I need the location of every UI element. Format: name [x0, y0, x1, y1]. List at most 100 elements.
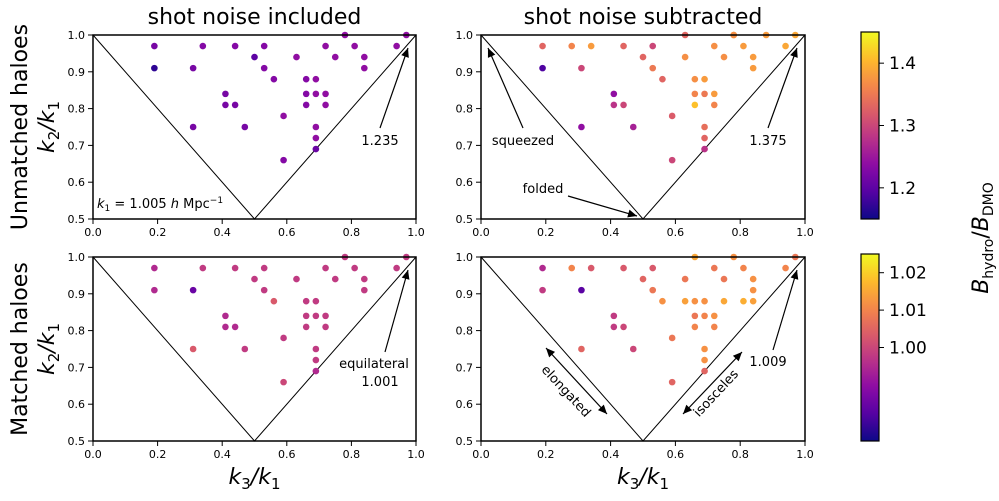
panel-1: 0.0 0.2 0.4 0.6 0.8 1.0 0.5 0.6 0.7 0.8 0.9 1.0 shot…	[8, 5, 425, 239]
y-tick-label: 0.8	[68, 325, 86, 338]
x-tick-label: 1.0	[796, 448, 814, 461]
data-point	[260, 64, 268, 72]
annotation-k1: k1 = 1.005 h Mpc−1	[97, 196, 223, 214]
panel-title: shot noise included	[148, 5, 362, 30]
arrow-head	[790, 48, 798, 58]
data-point	[749, 297, 757, 305]
data-point	[578, 64, 585, 72]
data-point	[701, 345, 708, 353]
annotation-isosceles: isosceles	[691, 367, 742, 420]
data-point	[280, 156, 287, 164]
x-tick-label: 0.8	[731, 448, 749, 461]
x-axis-label: k3/k1	[617, 465, 669, 493]
colorbar-gradient	[860, 31, 880, 220]
data-point	[331, 275, 339, 283]
arrow-line	[545, 347, 608, 415]
x-tick-label: 0.6	[278, 226, 296, 239]
data-point	[620, 42, 627, 50]
y-axis-label: k2/k1	[35, 323, 63, 375]
data-point	[649, 64, 657, 72]
data-point	[587, 42, 595, 50]
data-point	[668, 156, 676, 164]
y-tick-label: 0.7	[456, 361, 474, 374]
data-point	[659, 75, 666, 83]
data-point	[740, 264, 747, 272]
data-point	[331, 53, 339, 61]
data-point	[231, 101, 239, 109]
data-point	[568, 264, 576, 272]
arrow-head	[487, 48, 496, 58]
data-point	[681, 275, 689, 283]
x-tick-label: 0.4	[213, 226, 231, 239]
data-point	[151, 286, 158, 294]
data-point	[322, 90, 329, 98]
y-tick-label: 0.8	[456, 103, 474, 116]
data-point	[740, 42, 747, 50]
colorbar-label: Bhydro/BDMO	[969, 182, 997, 294]
data-point	[241, 345, 249, 353]
axes-frame	[92, 256, 417, 442]
arrow-head	[790, 270, 799, 280]
data-point	[629, 123, 637, 131]
arrow-head	[627, 209, 637, 218]
arrow-head	[401, 48, 409, 58]
data-point	[351, 42, 358, 50]
arrow-line	[682, 351, 743, 415]
data-point	[251, 53, 258, 61]
y-tick-label: 0.5	[456, 213, 474, 226]
arrow-line	[772, 269, 798, 351]
data-point	[720, 53, 728, 61]
data-point	[151, 42, 158, 50]
data-point	[312, 90, 320, 98]
data-point	[361, 53, 368, 61]
annotation-elongated: elongated	[538, 363, 594, 421]
data-point	[231, 42, 239, 50]
data-point	[539, 286, 546, 294]
axes-frame	[480, 256, 806, 442]
data-point	[610, 323, 618, 331]
data-point	[302, 75, 310, 83]
y-tick-label: 1.0	[68, 29, 86, 42]
data-point	[189, 123, 197, 131]
y-tick-label: 0.6	[456, 398, 474, 411]
y-tick-label: 0.6	[68, 176, 86, 189]
data-point	[322, 312, 329, 320]
row-label: Unmatched haloes	[8, 24, 33, 230]
data-point	[578, 345, 585, 353]
data-point	[312, 134, 320, 142]
data-point	[701, 145, 708, 153]
data-point	[293, 275, 300, 283]
data-point	[393, 264, 400, 272]
y-tick-label: 0.8	[68, 103, 86, 116]
data-point	[720, 275, 728, 283]
data-point	[270, 75, 278, 83]
data-point	[260, 42, 268, 50]
x-tick-label: 0.0	[84, 448, 102, 461]
colorbar-tick-label: 1.00	[889, 339, 927, 359]
y-tick-label: 0.7	[68, 361, 86, 374]
data-point	[322, 42, 329, 50]
data-point	[701, 75, 708, 83]
data-point	[710, 101, 718, 109]
data-point	[222, 90, 229, 98]
data-point	[749, 64, 757, 72]
data-point	[740, 297, 747, 305]
y-tick-label: 0.6	[68, 398, 86, 411]
data-point	[710, 323, 718, 331]
data-point	[701, 123, 708, 131]
arrow-head	[732, 352, 742, 362]
x-axis-label: k3/k1	[229, 465, 281, 493]
x-tick-label: 0.6	[278, 448, 296, 461]
y-tick-label: 0.7	[68, 139, 86, 152]
x-tick-label: 0.2	[149, 448, 167, 461]
data-point	[691, 101, 699, 109]
data-point	[639, 275, 647, 283]
data-point	[691, 312, 699, 320]
x-tick-label: 1.0	[407, 448, 425, 461]
y-tick-label: 0.9	[68, 288, 86, 301]
data-point	[710, 42, 718, 50]
panel-3: 0.0 0.2 0.4 0.6 0.8 1.0 0.5 0.6 0.7 0.8 0.9 1.0 k3/k…	[8, 251, 425, 493]
x-tick-label: 0.8	[343, 448, 361, 461]
triangle-boundary	[92, 256, 417, 442]
